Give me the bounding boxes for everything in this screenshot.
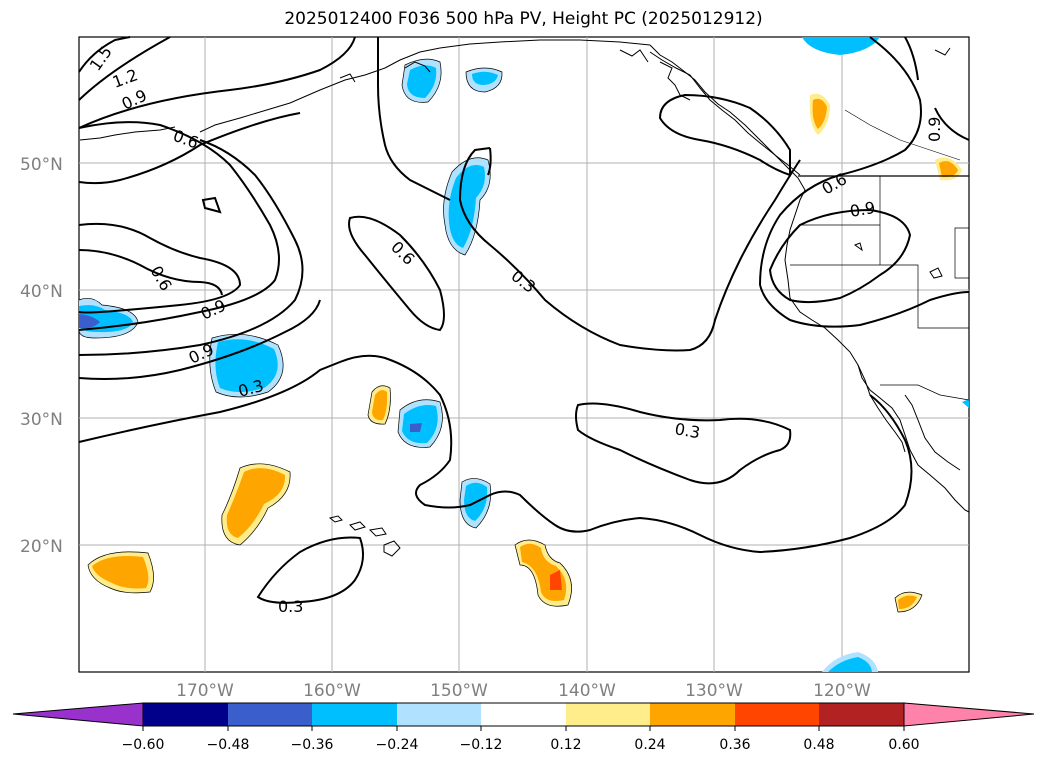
colorbar-bin bbox=[481, 703, 566, 726]
height-contours bbox=[78, 36, 970, 604]
colorbar-extend-high bbox=[903, 702, 1035, 727]
contour-label: 0.3 bbox=[278, 597, 303, 616]
colorbar-bin bbox=[566, 703, 650, 726]
colorbar-bin bbox=[312, 703, 397, 726]
colorbar-tick: 0.24 bbox=[634, 737, 665, 753]
colorbar-tick: −0.12 bbox=[460, 737, 503, 753]
lat-label: 30°N bbox=[20, 410, 63, 430]
colorbar-bin bbox=[735, 703, 819, 726]
colorbar-tick: 0.60 bbox=[888, 737, 919, 753]
contour-label: 0.9 bbox=[925, 117, 944, 142]
map-title: 2025012400 F036 500 hPa PV, Height PC (2… bbox=[284, 9, 763, 29]
colorbar-tick: −0.48 bbox=[207, 737, 250, 753]
colorbar-tick: 0.48 bbox=[803, 737, 834, 753]
longitude-labels: 170°W 160°W 150°W 140°W 130°W 120°W bbox=[176, 681, 871, 701]
contour-label: 0.3 bbox=[673, 419, 701, 442]
colorbar-tick: 0.12 bbox=[550, 737, 581, 753]
lon-label: 120°W bbox=[813, 681, 871, 701]
lon-label: 140°W bbox=[558, 681, 616, 701]
pv-shading bbox=[79, 37, 969, 672]
contour-label: 0.9 bbox=[848, 198, 876, 221]
colorbar-bin bbox=[819, 703, 904, 726]
colorbar-extend-low bbox=[12, 702, 144, 727]
lon-label: 150°W bbox=[430, 681, 488, 701]
lon-label: 170°W bbox=[176, 681, 234, 701]
lat-label: 40°N bbox=[20, 282, 63, 302]
colorbar-bin bbox=[228, 703, 312, 726]
lon-label: 130°W bbox=[685, 681, 743, 701]
latitude-labels: 50°N 40°N 30°N 20°N bbox=[20, 155, 63, 557]
colorbar-tick: 0.36 bbox=[719, 737, 750, 753]
colorbar-tick: −0.36 bbox=[291, 737, 334, 753]
colorbar-tick: −0.60 bbox=[122, 737, 165, 753]
lon-label: 160°W bbox=[303, 681, 361, 701]
colorbar-tick: −0.24 bbox=[376, 737, 419, 753]
colorbar-bin bbox=[397, 703, 481, 726]
map-panel: 1.5 1.2 0.9 0.6 0.6 0.6 0.9 0.9 0.3 0.3 … bbox=[78, 36, 970, 673]
lat-label: 50°N bbox=[20, 155, 63, 175]
colorbar: −0.60 −0.48 −0.36 −0.24 −0.12 0.12 0.24 … bbox=[12, 702, 1035, 753]
colorbar-bin bbox=[143, 703, 228, 726]
lat-label: 20°N bbox=[20, 537, 63, 557]
colorbar-bin bbox=[650, 703, 735, 726]
